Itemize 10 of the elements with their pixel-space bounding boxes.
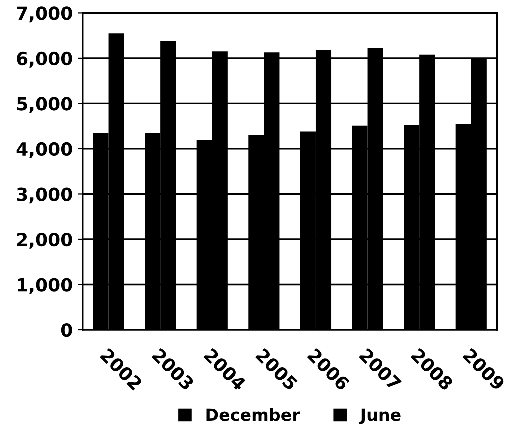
- y-tick-label: 2,000: [17, 232, 72, 249]
- y-tick-label: 5,000: [17, 97, 72, 114]
- legend-label: December: [206, 408, 300, 422]
- legend-label: June: [359, 408, 401, 424]
- y-tick-label: 1,000: [18, 278, 72, 294]
- y-tick-label: 4,000: [16, 142, 72, 158]
- y-tick-label: 0: [61, 323, 72, 338]
- y-tick-label: 6,000: [17, 52, 72, 68]
- y-tick-label: 3,000: [17, 188, 72, 204]
- y-tick-label: 7,000: [17, 6, 72, 23]
